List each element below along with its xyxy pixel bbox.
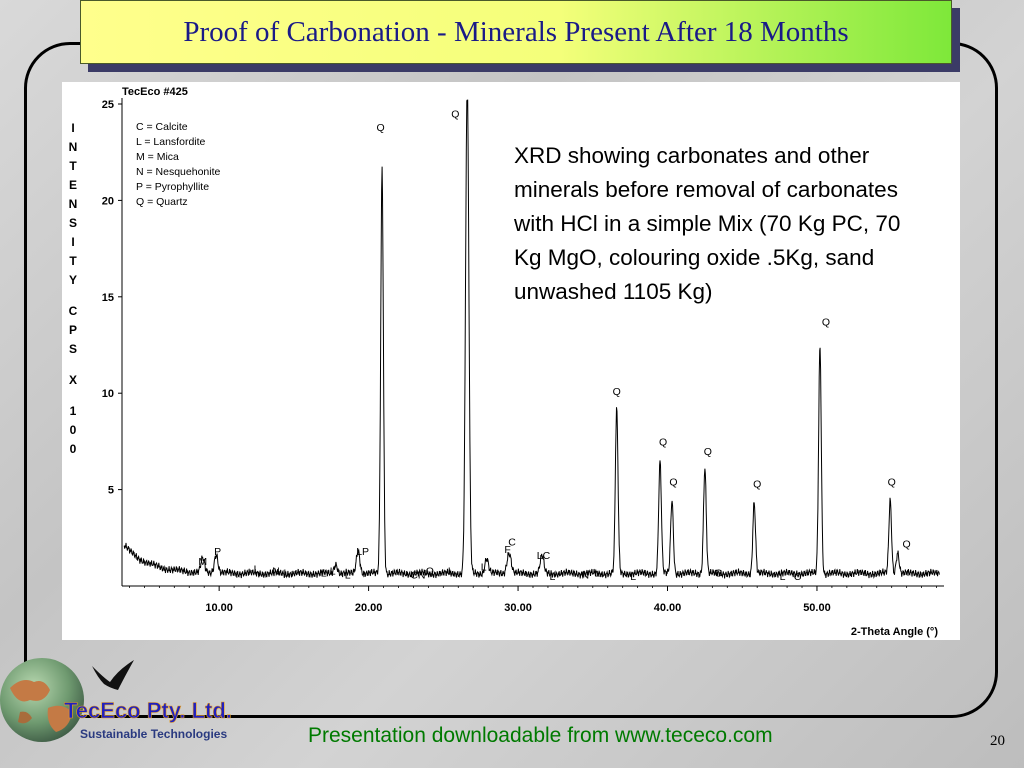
bird-icon xyxy=(92,660,134,690)
legend-entry: Q = Quartz xyxy=(136,196,188,208)
peak-label: L xyxy=(254,564,260,576)
x-axis-label: 2-Theta Angle (°) xyxy=(851,626,938,638)
y-label-letter: I xyxy=(71,121,74,135)
y-label-letter: S xyxy=(69,342,77,356)
x-tick-label: 50.00 xyxy=(803,602,831,614)
y-label-letter: T xyxy=(69,254,77,268)
y-tick-label: 20 xyxy=(102,195,114,207)
logo-tagline: Sustainable Technologies xyxy=(80,727,227,741)
y-label-letter: Y xyxy=(69,273,77,287)
y-label-letter: E xyxy=(69,178,77,192)
peak-label: L xyxy=(283,567,289,579)
y-label-letter: C xyxy=(69,304,78,318)
y-tick-label: 5 xyxy=(108,485,114,497)
peak-label: N xyxy=(272,565,280,577)
peak-label: Q xyxy=(451,108,459,120)
peak-label: LP xyxy=(356,546,369,558)
peak-label: C xyxy=(794,571,802,583)
y-tick-label: 25 xyxy=(102,99,114,111)
peak-label: LC xyxy=(537,550,551,562)
chart-sample-title: TecEco #425 xyxy=(122,86,188,98)
peak-label: P xyxy=(214,546,221,558)
legend-entry: P = Pyrophyllite xyxy=(136,181,209,193)
peak-label: N xyxy=(582,569,590,581)
peak-label: C xyxy=(715,567,723,579)
peak-label: Q xyxy=(753,479,761,491)
peak-label: L xyxy=(630,571,636,583)
peak-label: Q xyxy=(888,477,896,489)
x-tick-label: 10.00 xyxy=(205,602,233,614)
slide-number: 20 xyxy=(990,733,1005,749)
peak-label: L xyxy=(345,569,351,581)
x-ticks: 10.00 20.00 30.00 40.00 50.00 xyxy=(129,586,937,614)
peak-label: L xyxy=(550,571,556,583)
peak-label: Q xyxy=(426,565,434,577)
legend-entry: L = Lansfordite xyxy=(136,136,206,148)
y-label-letter: X xyxy=(69,373,77,387)
peak-label: C xyxy=(508,537,516,549)
y-label-letter: S xyxy=(69,216,77,230)
peak-label: L xyxy=(481,562,487,574)
peak-label: Q xyxy=(704,446,712,458)
peak-label: L xyxy=(448,565,454,577)
peak-label: L xyxy=(321,567,327,579)
peak-label: M xyxy=(198,556,207,568)
peak-label: L xyxy=(330,565,336,577)
y-label-letter: 1 xyxy=(70,404,77,418)
y-tick-label: 15 xyxy=(102,292,114,304)
peak-label: Q xyxy=(376,122,384,134)
legend-entry: N = Nesquehonite xyxy=(136,166,221,178)
peak-label: Q xyxy=(822,317,830,329)
peak-label: Q xyxy=(659,436,667,448)
title-banner: Proof of Carbonation - Minerals Present … xyxy=(80,0,952,64)
y-tick-label: 10 xyxy=(102,388,114,400)
x-tick-label: 40.00 xyxy=(654,602,682,614)
y-label-letter: N xyxy=(69,197,78,211)
peak-label: Q xyxy=(669,477,677,489)
y-label-letter: 0 xyxy=(70,423,77,437)
peak-label: Q xyxy=(903,538,911,550)
y-label-letter: I xyxy=(71,235,74,249)
y-label-letter: P xyxy=(69,323,77,337)
slide-title: Proof of Carbonation - Minerals Present … xyxy=(183,15,849,48)
globe-icon xyxy=(0,658,84,742)
peak-label: L xyxy=(594,567,600,579)
peak-label: L xyxy=(780,571,786,583)
y-label-letter: N xyxy=(69,140,78,154)
tececo-logo: TecEco Pty. Ltd. Sustainable Technologie… xyxy=(0,658,232,742)
peak-label: CN xyxy=(410,569,425,581)
chart-legend: C = Calcite L = Lansfordite M = Mica N = Ne… xyxy=(136,121,221,208)
y-ticks: 5 10 15 20 25 xyxy=(102,99,122,497)
y-label-letter: T xyxy=(69,159,77,173)
y-label-letter: 0 xyxy=(70,442,77,456)
xrd-trace-line xyxy=(123,99,940,579)
legend-entry: M = Mica xyxy=(136,151,179,163)
xrd-description: XRD showing carbonates and other mineral… xyxy=(514,143,901,304)
logo-company-name: TecEco Pty. Ltd. xyxy=(64,698,232,723)
peak-label: Q xyxy=(613,386,621,398)
legend-entry: C = Calcite xyxy=(136,121,188,133)
peak-label: F xyxy=(504,544,510,556)
x-tick-label: 20.00 xyxy=(355,602,383,614)
x-tick-label: 30.00 xyxy=(504,602,532,614)
footer-download-link[interactable]: Presentation downloadable from www.tecec… xyxy=(308,724,773,747)
